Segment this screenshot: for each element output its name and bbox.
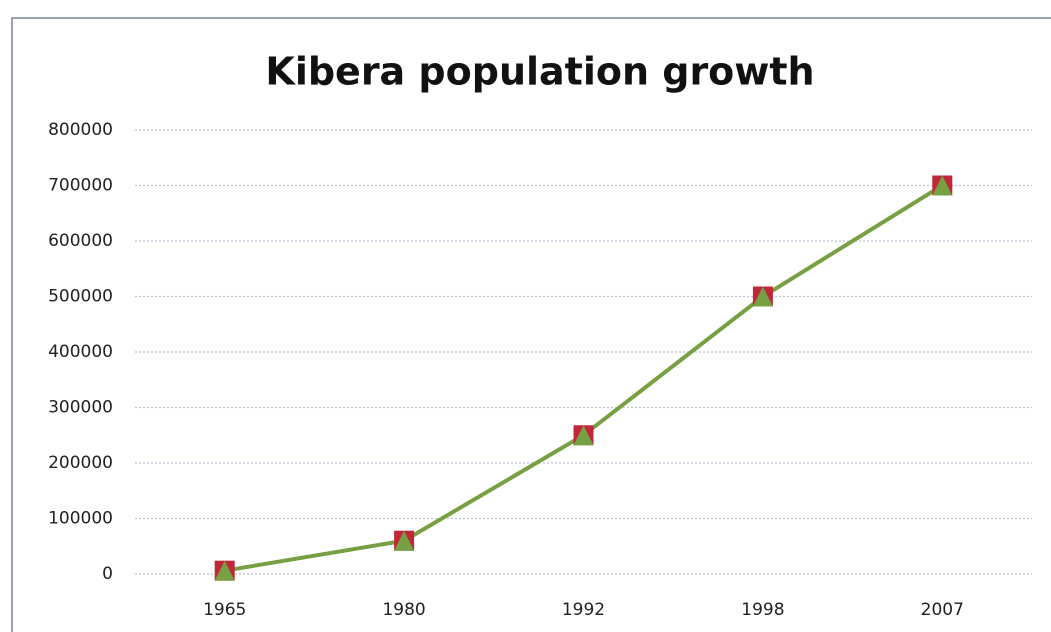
y-tick-label: 300000 [48, 398, 113, 418]
x-tick-label: 1998 [741, 600, 784, 620]
marker [573, 425, 594, 446]
marker-triangle [932, 175, 953, 196]
marker [394, 530, 415, 551]
marker-triangle [214, 560, 235, 581]
y-tick-label: 700000 [48, 176, 113, 196]
marker [932, 175, 953, 196]
marker [214, 560, 235, 581]
marker-triangle [394, 530, 415, 551]
y-tick-label: 400000 [48, 342, 113, 362]
marker [752, 286, 773, 307]
y-tick-label: 600000 [48, 231, 113, 251]
marker-triangle [752, 286, 773, 307]
y-tick-label: 0 [102, 564, 113, 584]
x-tick-label: 1992 [562, 600, 605, 620]
y-tick-label: 800000 [48, 120, 113, 140]
y-tick-label: 200000 [48, 453, 113, 473]
x-tick-label: 1965 [203, 600, 246, 620]
chart-frame [11, 17, 1051, 632]
marker-triangle [573, 425, 594, 446]
x-tick-label: 2007 [921, 600, 964, 620]
y-tick-label: 500000 [48, 287, 113, 307]
x-tick-label: 1980 [382, 600, 425, 620]
y-tick-label: 100000 [48, 509, 113, 529]
chart-title: Kibera population growth [265, 50, 814, 94]
